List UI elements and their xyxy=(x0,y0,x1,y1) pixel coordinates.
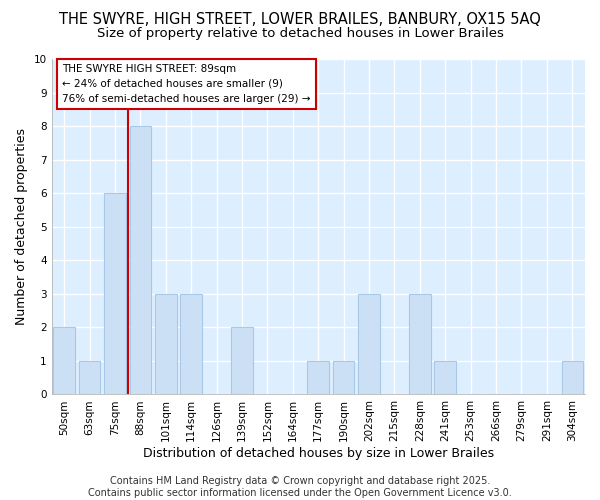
Bar xyxy=(53,328,75,394)
Bar xyxy=(562,361,583,394)
Bar xyxy=(231,328,253,394)
Bar xyxy=(409,294,431,394)
Text: Size of property relative to detached houses in Lower Brailes: Size of property relative to detached ho… xyxy=(97,28,503,40)
Text: THE SWYRE HIGH STREET: 89sqm
← 24% of detached houses are smaller (9)
76% of sem: THE SWYRE HIGH STREET: 89sqm ← 24% of de… xyxy=(62,64,311,104)
Bar xyxy=(333,361,355,394)
Y-axis label: Number of detached properties: Number of detached properties xyxy=(15,128,28,325)
X-axis label: Distribution of detached houses by size in Lower Brailes: Distribution of detached houses by size … xyxy=(143,447,494,460)
Text: THE SWYRE, HIGH STREET, LOWER BRAILES, BANBURY, OX15 5AQ: THE SWYRE, HIGH STREET, LOWER BRAILES, B… xyxy=(59,12,541,28)
Bar xyxy=(358,294,380,394)
Bar xyxy=(104,193,126,394)
Bar xyxy=(307,361,329,394)
Bar xyxy=(181,294,202,394)
Bar xyxy=(155,294,176,394)
Bar xyxy=(130,126,151,394)
Bar xyxy=(434,361,456,394)
Text: Contains HM Land Registry data © Crown copyright and database right 2025.
Contai: Contains HM Land Registry data © Crown c… xyxy=(88,476,512,498)
Bar xyxy=(79,361,100,394)
